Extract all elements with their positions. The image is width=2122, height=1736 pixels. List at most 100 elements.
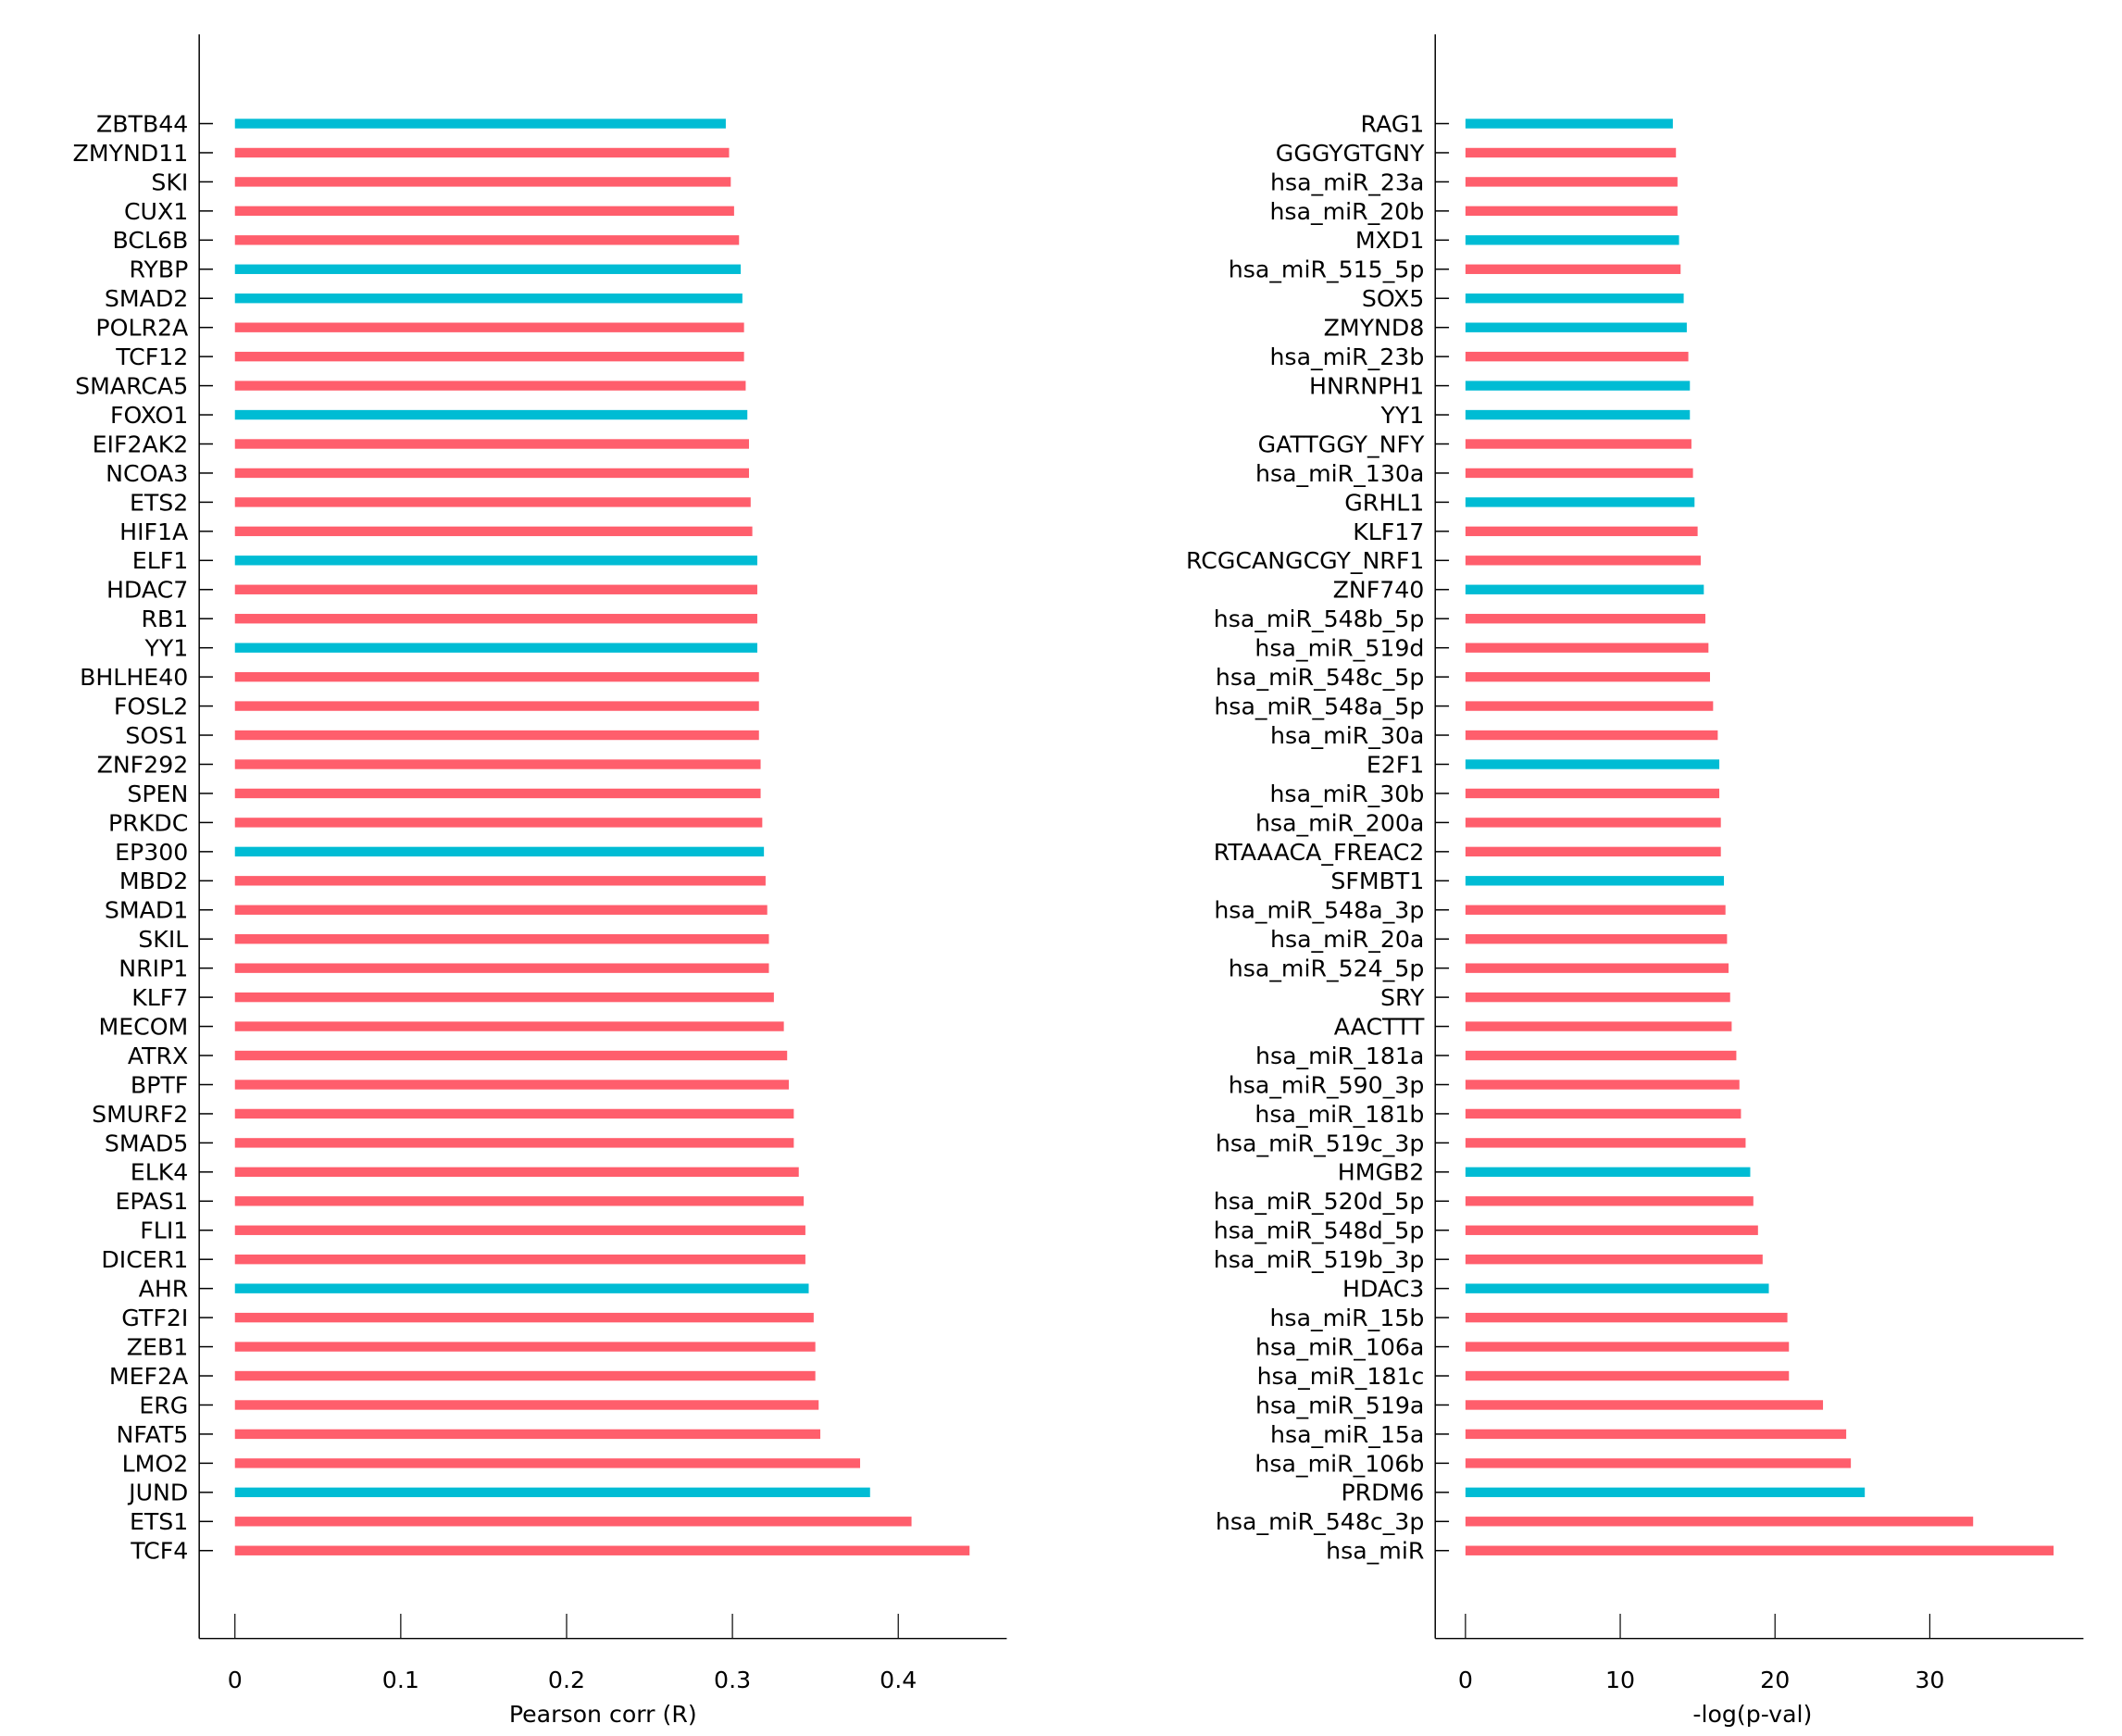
bar-hsa-mir-548c-5p (1465, 671, 1710, 682)
category-label: hsa_miR_519c_3p (1216, 1130, 1424, 1156)
category-label: SKI (151, 169, 188, 195)
bar-hsa-mir-548a-3p (1465, 905, 1726, 915)
category-label: hsa_miR_181b (1254, 1101, 1424, 1128)
category-label: SMARCA5 (75, 372, 188, 399)
category-label: hsa_miR_30b (1269, 781, 1424, 807)
bar-mef2a (234, 1370, 816, 1381)
x-tick-label: 0.3 (714, 1667, 751, 1693)
bar-e2f1 (1465, 759, 1720, 769)
bar-cux1 (234, 206, 734, 217)
category-label: GATTGGY_NFY (1258, 431, 1425, 457)
bar-yy1 (1465, 409, 1691, 420)
category-label: hsa_miR_548a_5p (1214, 693, 1424, 719)
category-label: ELF1 (132, 547, 188, 574)
category-label: hsa_miR_548b_5p (1214, 606, 1425, 632)
category-label: ETS1 (130, 1508, 188, 1535)
category-label: SOX5 (1362, 285, 1425, 312)
category-label: RAG1 (1360, 110, 1424, 137)
bar-rcgcangcgy-nrf1 (1465, 556, 1701, 566)
category-label: hsa_miR_548d_5p (1214, 1218, 1425, 1244)
category-label: hsa_miR (1326, 1538, 1424, 1565)
category-label: hsa_miR_23a (1270, 169, 1424, 195)
category-label: CUX1 (124, 198, 188, 225)
category-label: KLF7 (131, 984, 188, 1011)
x-axis-label: -log(p-val) (1692, 1701, 1812, 1728)
category-label: EPAS1 (116, 1188, 189, 1215)
bar-hsa-mir-23b (1465, 351, 1689, 362)
bar-hdac7 (234, 584, 757, 594)
bar-hif1a (234, 526, 753, 537)
category-label: DICER1 (101, 1246, 188, 1273)
bar-smad1 (234, 905, 768, 915)
bar-rybp (234, 264, 742, 274)
bar-tcf4 (234, 1545, 970, 1555)
bar-hsa-mir-30b (1465, 788, 1720, 799)
category-label: SKIL (138, 926, 188, 953)
category-label: ELK4 (131, 1159, 189, 1186)
category-label: hsa_miR_130a (1255, 460, 1424, 487)
x-tick-label: 0.1 (382, 1667, 419, 1693)
bar-tcf12 (234, 351, 744, 362)
category-label: YY1 (1380, 402, 1425, 429)
category-label: BCL6B (112, 227, 188, 254)
bar-elf1 (234, 556, 757, 566)
bar-hsa-mir-590-3p (1465, 1080, 1740, 1090)
bar-hsa-mir-515-5p (1465, 264, 1681, 274)
bar-foxo1 (234, 409, 748, 420)
bar-hsa-mir-519c-3p (1465, 1138, 1746, 1148)
category-label: hsa_miR_23b (1269, 343, 1424, 370)
bar-hsa-mir (1465, 1545, 2054, 1555)
category-label: SMAD2 (105, 285, 188, 312)
bar-hsa-mir-15b (1465, 1312, 1788, 1323)
category-label: E2F1 (1367, 751, 1424, 778)
category-label: LMO2 (122, 1450, 189, 1477)
bar-prdm6 (1465, 1487, 1866, 1498)
bar-yy1 (234, 643, 757, 653)
category-label: hsa_miR_590_3p (1229, 1071, 1425, 1098)
category-label: hsa_miR_15a (1270, 1421, 1424, 1448)
category-label: NRIP1 (119, 955, 188, 982)
category-label: HIF1A (119, 518, 189, 545)
bar-aacttt (1465, 1021, 1732, 1031)
bar-sfmbt1 (1465, 876, 1725, 886)
category-label: YY1 (144, 635, 188, 662)
bar-fli1 (234, 1225, 805, 1235)
category-label: NFAT5 (117, 1421, 189, 1448)
category-label: MEF2A (109, 1363, 189, 1390)
category-label: BHLHE40 (80, 664, 188, 691)
bar-mxd1 (1465, 235, 1679, 245)
bar-klf7 (234, 992, 774, 1003)
category-label: TCF12 (115, 343, 188, 370)
category-label: hsa_miR_15b (1269, 1305, 1424, 1331)
bar-gggygtgny (1465, 147, 1677, 158)
category-label: KLF17 (1353, 518, 1424, 545)
bar-sox5 (1465, 293, 1684, 304)
category-label: BPTF (131, 1071, 188, 1098)
bar-spen (234, 788, 761, 799)
x-tick-label: 0 (228, 1667, 243, 1693)
category-label: EP300 (115, 839, 188, 866)
bar-nfat5 (234, 1429, 821, 1440)
bar-sos1 (234, 730, 759, 741)
bar-prkdc (234, 818, 763, 828)
category-label: TCF4 (130, 1538, 188, 1565)
bar-ep300 (234, 846, 765, 857)
category-label: hsa_miR_30a (1270, 722, 1424, 749)
bar-hsa-mir-181b (1465, 1108, 1741, 1119)
bar-hsa-mir-20b (1465, 206, 1678, 217)
category-label: MXD1 (1355, 227, 1424, 254)
bar-fosl2 (234, 701, 759, 711)
bar-ets1 (234, 1517, 912, 1527)
bar-smad2 (234, 293, 743, 304)
x-tick-label: 0.4 (880, 1667, 917, 1693)
category-label: AHR (139, 1276, 189, 1303)
bar-hsa-mir-519d (1465, 643, 1709, 653)
category-label: RB1 (141, 606, 188, 632)
bar-atrx (234, 1050, 788, 1061)
category-label: ZBTB44 (96, 110, 188, 137)
bar-zeb1 (234, 1342, 816, 1352)
category-label: hsa_miR_524_5p (1229, 955, 1425, 982)
x-tick-label: 0 (1458, 1667, 1473, 1693)
